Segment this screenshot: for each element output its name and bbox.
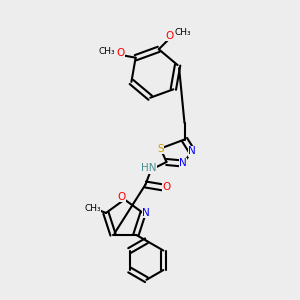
Text: N: N [142, 208, 150, 218]
Text: CH₃: CH₃ [84, 204, 101, 213]
Text: HN: HN [141, 163, 156, 173]
Text: N: N [188, 146, 196, 157]
Text: CH₃: CH₃ [175, 28, 191, 37]
Text: O: O [162, 182, 171, 193]
Text: O: O [116, 48, 125, 58]
Text: O: O [117, 191, 126, 202]
Text: S: S [157, 143, 164, 154]
Text: N: N [179, 158, 187, 169]
Text: O: O [165, 31, 173, 41]
Text: CH₃: CH₃ [99, 47, 116, 56]
